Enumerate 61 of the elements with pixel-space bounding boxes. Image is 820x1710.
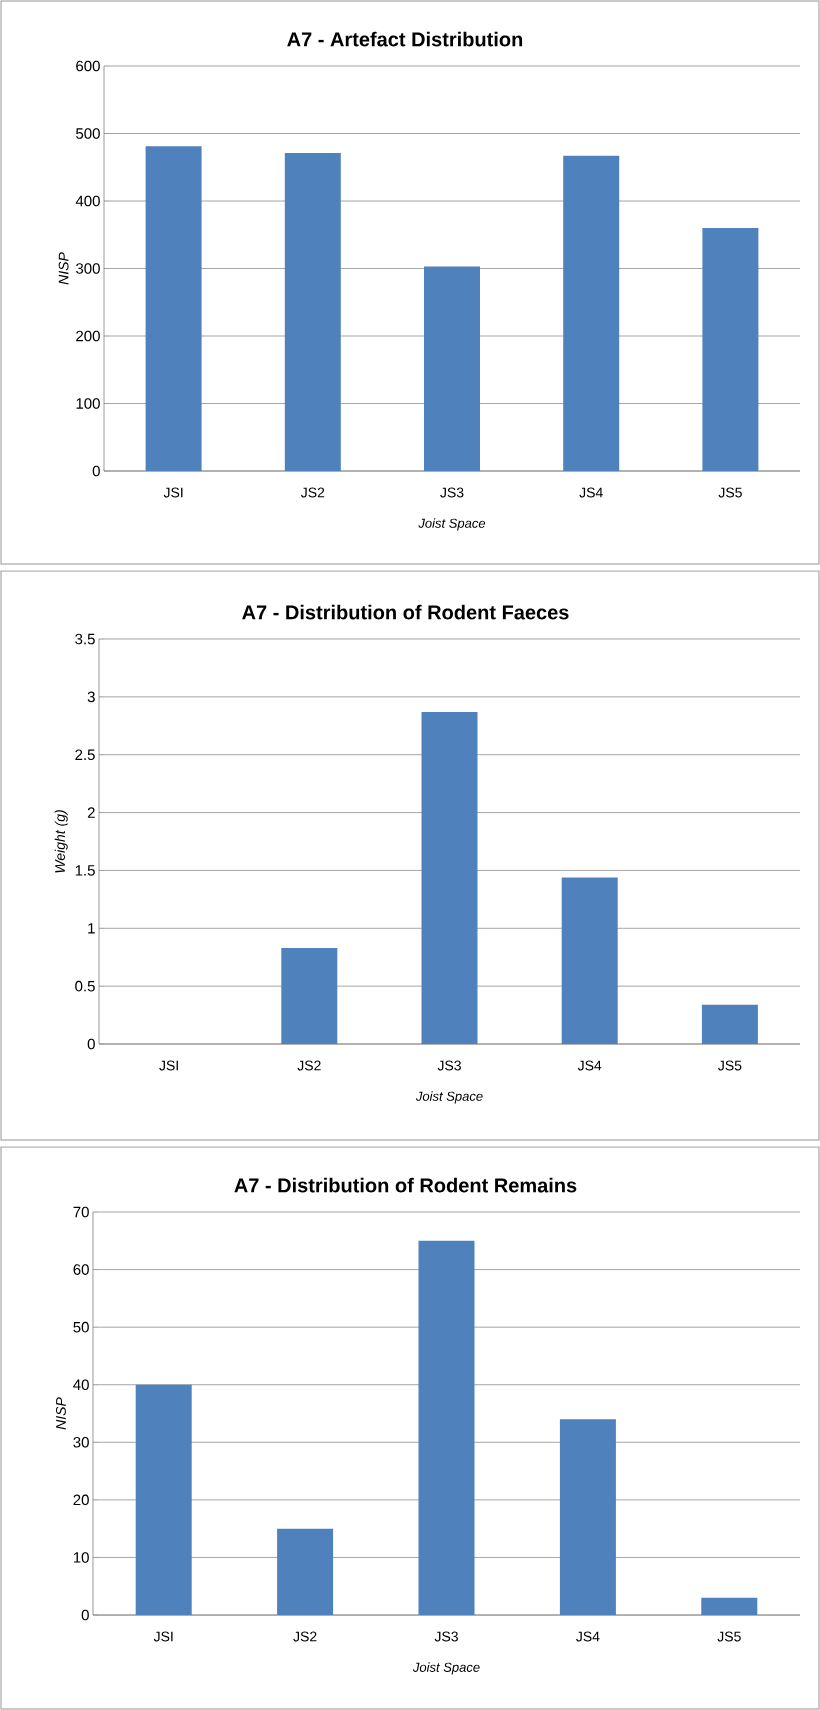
- x-tick-label: JSI: [163, 487, 183, 498]
- bar: [424, 266, 480, 471]
- x-tick-label: JS5: [718, 487, 742, 498]
- x-axis-title: Joist Space: [412, 1662, 480, 1675]
- y-axis-title: NISP: [58, 252, 69, 285]
- y-tick-label: 600: [76, 60, 100, 72]
- y-tick-label: 60: [73, 1264, 89, 1275]
- y-tick-label: 100: [76, 398, 100, 409]
- x-tick-label: JS3: [440, 487, 464, 498]
- y-tick-label: 2: [87, 807, 95, 818]
- bar: [135, 1384, 192, 1616]
- chart-title: A7 - Distribution of Rodent Faeces: [242, 604, 569, 620]
- bar: [145, 146, 202, 471]
- x-tick-label: JS4: [576, 1631, 600, 1642]
- bar: [702, 228, 759, 471]
- y-tick-label: 70: [73, 1206, 89, 1218]
- y-tick-label: 1: [88, 923, 95, 934]
- y-tick-label: 3: [87, 691, 95, 703]
- y-tick-label: 1.5: [75, 865, 95, 876]
- y-tick-label: 0: [81, 1609, 89, 1621]
- bar: [277, 1528, 334, 1616]
- y-tick-label: 500: [76, 128, 100, 139]
- bar: [559, 1419, 616, 1616]
- y-axis-title: Weight (g): [54, 810, 68, 873]
- y-tick-label: 400: [75, 195, 100, 207]
- y-tick-label: 20: [73, 1494, 89, 1506]
- y-tick-label: 3.5: [75, 633, 95, 645]
- y-tick-label: 300: [76, 263, 100, 274]
- x-tick-label: JS5: [717, 1631, 741, 1642]
- y-axis-title: NISP: [55, 1397, 66, 1430]
- y-tick-label: 0: [92, 465, 100, 477]
- x-axis-title: Joist Space: [415, 1091, 483, 1104]
- x-axis-title: Joist Space: [418, 518, 486, 531]
- bar: [284, 153, 341, 471]
- x-tick-label: JS2: [297, 1060, 321, 1071]
- y-tick-label: 40: [73, 1379, 89, 1391]
- bar: [281, 947, 338, 1045]
- chart-title: A7 - Distribution of Rodent Remains: [234, 1177, 577, 1193]
- bar: [421, 711, 478, 1045]
- bar: [701, 1004, 758, 1045]
- bar: [701, 1597, 758, 1616]
- y-tick-label: 2.5: [75, 749, 95, 761]
- x-tick-label: JS3: [437, 1060, 461, 1071]
- y-tick-label: 0.5: [75, 980, 95, 992]
- x-tick-label: JS3: [434, 1631, 458, 1642]
- chart-title: A7 - Artefact Distribution: [287, 31, 523, 47]
- y-tick-label: 200: [76, 330, 100, 342]
- y-tick-label: 50: [73, 1321, 89, 1333]
- y-tick-label: 30: [73, 1436, 89, 1448]
- x-tick-label: JS4: [577, 1060, 602, 1071]
- bar: [561, 877, 618, 1045]
- x-tick-label: JS4: [579, 487, 603, 498]
- bar: [418, 1240, 475, 1616]
- x-tick-label: JSI: [159, 1060, 178, 1071]
- x-tick-label: JS2: [300, 487, 325, 498]
- x-tick-label: JS2: [293, 1631, 317, 1642]
- x-tick-label: JSI: [153, 1631, 173, 1642]
- y-tick-label: 10: [73, 1552, 89, 1563]
- y-tick-label: 0: [87, 1038, 95, 1050]
- x-tick-label: JS5: [718, 1060, 742, 1071]
- bar: [563, 155, 620, 471]
